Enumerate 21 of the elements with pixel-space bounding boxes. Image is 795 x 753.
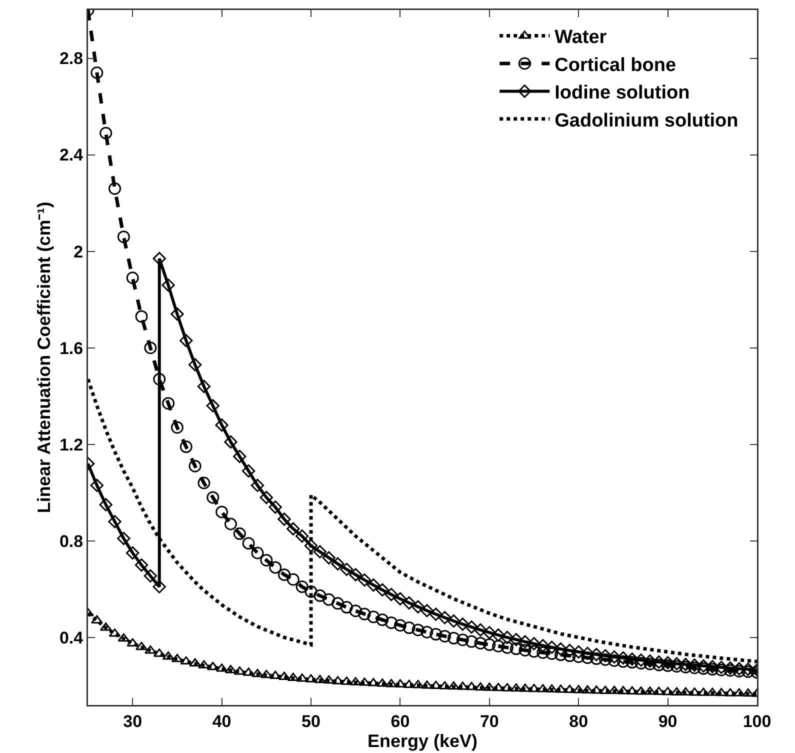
y-tick-label: 2 <box>74 242 84 262</box>
y-tick-label: 1.2 <box>59 435 84 454</box>
y-axis-title: Linear Attenuation Coefficient (cm⁻¹) <box>34 202 54 514</box>
x-tick-label: 100 <box>742 712 772 731</box>
x-axis-title: Energy (keV) <box>367 730 478 751</box>
x-tick-label: 70 <box>480 712 499 731</box>
x-tick-label: 30 <box>123 712 142 731</box>
legend-label: Water <box>554 27 608 48</box>
legend-label: Iodine solution <box>554 82 690 104</box>
y-tick-label: 1.6 <box>59 338 84 358</box>
y-tick-label: 0.4 <box>59 628 84 648</box>
x-tick-label: 50 <box>302 712 320 731</box>
x-tick-label: 80 <box>569 712 588 731</box>
y-tick-label: 0.8 <box>59 532 84 551</box>
y-tick-label: 2.8 <box>59 49 84 68</box>
y-tick-label: 2.4 <box>59 146 84 165</box>
legend-label: Gadolinium solution <box>554 110 738 132</box>
x-tick-label: 90 <box>658 712 678 731</box>
legend-label: Cortical bone <box>554 54 676 76</box>
x-tick-label: 40 <box>212 712 232 731</box>
x-tick-label: 60 <box>390 712 410 731</box>
